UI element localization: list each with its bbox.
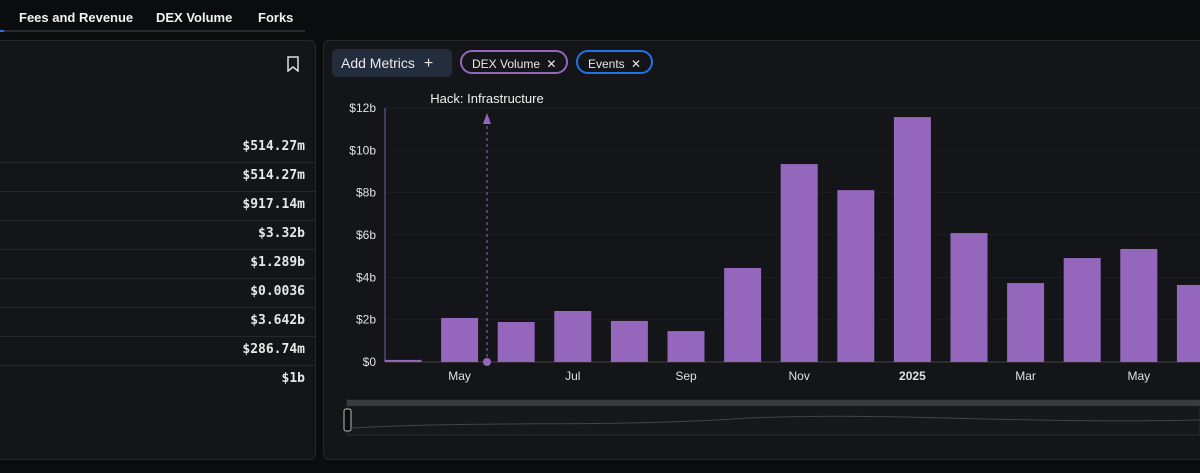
y-tick-label: $4b [356, 270, 376, 284]
tab[interactable]: Fees and Revenue [19, 10, 134, 25]
bookmark-icon[interactable] [286, 56, 300, 72]
event-dot [483, 358, 491, 366]
chart-panel [323, 40, 1200, 460]
stat-value: $1.289b [250, 255, 305, 270]
stat-value: $917.14m [242, 197, 305, 212]
metric-chip[interactable]: DEX Volume ✕ [460, 50, 569, 74]
button-label: Add Metrics [341, 55, 415, 71]
x-tick-label: 2025 [899, 369, 926, 383]
stat-value: $0.0036 [250, 284, 305, 299]
y-tick-label: $2b [356, 313, 376, 327]
y-tick-label: $10b [349, 143, 376, 157]
stats-panel: $514.27m $514.27m $917.14m $3.32b $1.289b $0.… [0, 40, 316, 460]
x-tick-label: May [448, 369, 471, 383]
x-tick-label: Nov [789, 369, 810, 383]
bar [950, 233, 988, 362]
row-separator [0, 278, 315, 279]
bar [724, 268, 762, 362]
row-separator [0, 307, 315, 308]
bar [780, 164, 818, 362]
close-icon[interactable]: ✕ [546, 57, 557, 71]
add-metrics-button[interactable]: Add Metrics + [332, 49, 452, 77]
row-separator [0, 249, 315, 250]
y-tick-label: $6b [356, 228, 376, 242]
row-separator [0, 220, 315, 221]
tab[interactable]: Forks [258, 10, 294, 25]
stat-value: $1b [281, 371, 305, 386]
metric-chip[interactable]: Events ✕ [576, 50, 654, 74]
y-tick-label: $8b [356, 186, 376, 200]
row-separator [0, 162, 315, 163]
row-separator [0, 336, 315, 337]
bar [610, 320, 648, 362]
brush-handle[interactable] [343, 408, 352, 432]
tab-active [0, 30, 4, 32]
bar [1176, 284, 1200, 362]
x-tick-label: Jul [565, 369, 580, 383]
x-tick-label: Sep [675, 369, 697, 383]
chip-label: Events [588, 57, 625, 71]
stat-value: $514.27m [242, 168, 305, 183]
x-tick-label: May [1127, 369, 1150, 383]
bar [1063, 258, 1101, 362]
bar [837, 190, 875, 362]
bar [667, 331, 705, 362]
chip-label: DEX Volume [472, 57, 541, 71]
row-separator [0, 191, 315, 192]
brush-preview [350, 415, 1200, 429]
y-tick-label: $12b [349, 101, 376, 115]
bar [441, 317, 479, 362]
plus-icon: + [423, 55, 434, 72]
bar [497, 321, 535, 362]
stat-value: $3.642b [250, 313, 305, 328]
stat-value: $3.32b [258, 226, 305, 241]
x-tick-label: Mar [1015, 369, 1036, 383]
stat-value: $514.27m [242, 139, 305, 154]
bar [554, 310, 592, 362]
event-label: Hack: Infrastructure [430, 91, 543, 106]
tab-underline [0, 30, 305, 32]
bar [893, 117, 931, 362]
stat-value: $286.74m [242, 342, 305, 357]
brush-handle-bar[interactable] [347, 400, 1200, 406]
bar [1007, 283, 1045, 362]
bar [384, 359, 422, 362]
row-separator [0, 365, 315, 366]
event-arrow [483, 113, 491, 124]
bar [1120, 248, 1158, 362]
close-icon[interactable]: ✕ [631, 57, 642, 71]
y-tick-label: $0 [363, 355, 377, 369]
tab[interactable]: DEX Volume [156, 10, 233, 25]
